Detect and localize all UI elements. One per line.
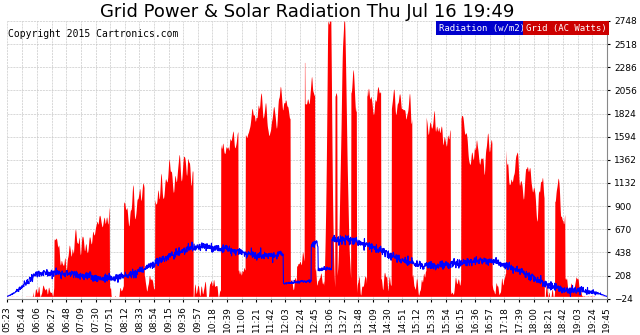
Text: Grid (AC Watts): Grid (AC Watts) <box>526 24 607 33</box>
Text: Radiation (w/m2): Radiation (w/m2) <box>439 24 525 33</box>
Text: Copyright 2015 Cartronics.com: Copyright 2015 Cartronics.com <box>8 29 179 39</box>
Title: Grid Power & Solar Radiation Thu Jul 16 19:49: Grid Power & Solar Radiation Thu Jul 16 … <box>100 3 514 21</box>
